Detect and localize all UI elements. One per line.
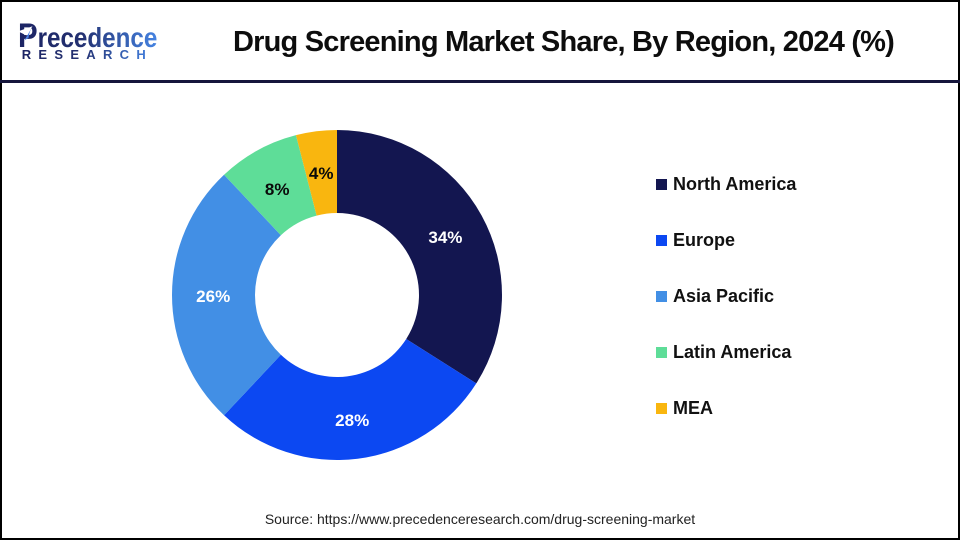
svg-text:RESEARCH: RESEARCH [22,47,153,62]
